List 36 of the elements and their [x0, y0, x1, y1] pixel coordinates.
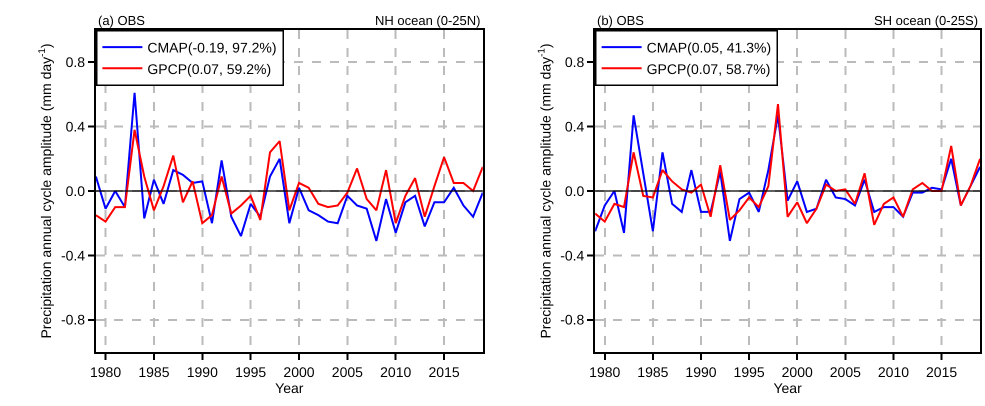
y-tick-label: -0.4 [60, 247, 86, 264]
legend-label: CMAP(0.05, 41.3%) [646, 40, 772, 56]
x-tick-label: 1995 [235, 364, 266, 380]
x-axis-title: Year [275, 380, 304, 396]
chart-title: (a) OBS [98, 13, 146, 28]
x-tick-label: 2000 [283, 364, 315, 380]
x-tick-label: 1990 [685, 364, 717, 380]
y-tick-label: 0.4 [564, 118, 585, 134]
y-tick-label: 0.8 [564, 54, 585, 70]
legend-label: GPCP(0.07, 58.7%) [646, 60, 770, 77]
x-tick-label: 1980 [589, 364, 621, 380]
x-tick-label: 2005 [830, 364, 862, 380]
x-tick-label: 1995 [734, 364, 765, 380]
x-tick-label: 2005 [332, 364, 364, 380]
x-tick-label: 2010 [380, 364, 412, 380]
x-tick-label: 2000 [782, 364, 813, 380]
legend-label: CMAP(-0.19, 97.2%) [147, 40, 277, 56]
legend-label: GPCP(0.07, 59.2%) [147, 60, 272, 77]
chart-subtitle: SH ocean (0-25S) [874, 13, 978, 28]
y-tick-label: -0.8 [560, 312, 585, 328]
y-tick-label: -0.8 [60, 312, 86, 328]
y-tick-label: 0.8 [66, 54, 86, 70]
x-tick-label: 1980 [90, 364, 122, 380]
x-tick-label: 2015 [926, 364, 958, 380]
x-tick-label: 2010 [878, 364, 910, 380]
x-axis-title: Year [773, 380, 802, 396]
chart-subtitle: NH ocean (0-25N) [375, 13, 480, 28]
y-tick-label: 0.0 [564, 182, 585, 199]
chart-title: (b) OBS [597, 13, 644, 28]
x-tick-label: 1990 [186, 364, 218, 380]
y-tick-label: -0.4 [560, 247, 585, 264]
x-tick-label: 1985 [138, 364, 170, 380]
y-tick-label: 0.4 [66, 118, 86, 134]
x-tick-label: 1985 [637, 364, 669, 380]
y-tick-label: 0.0 [66, 182, 86, 199]
x-tick-label: 2015 [428, 364, 460, 380]
